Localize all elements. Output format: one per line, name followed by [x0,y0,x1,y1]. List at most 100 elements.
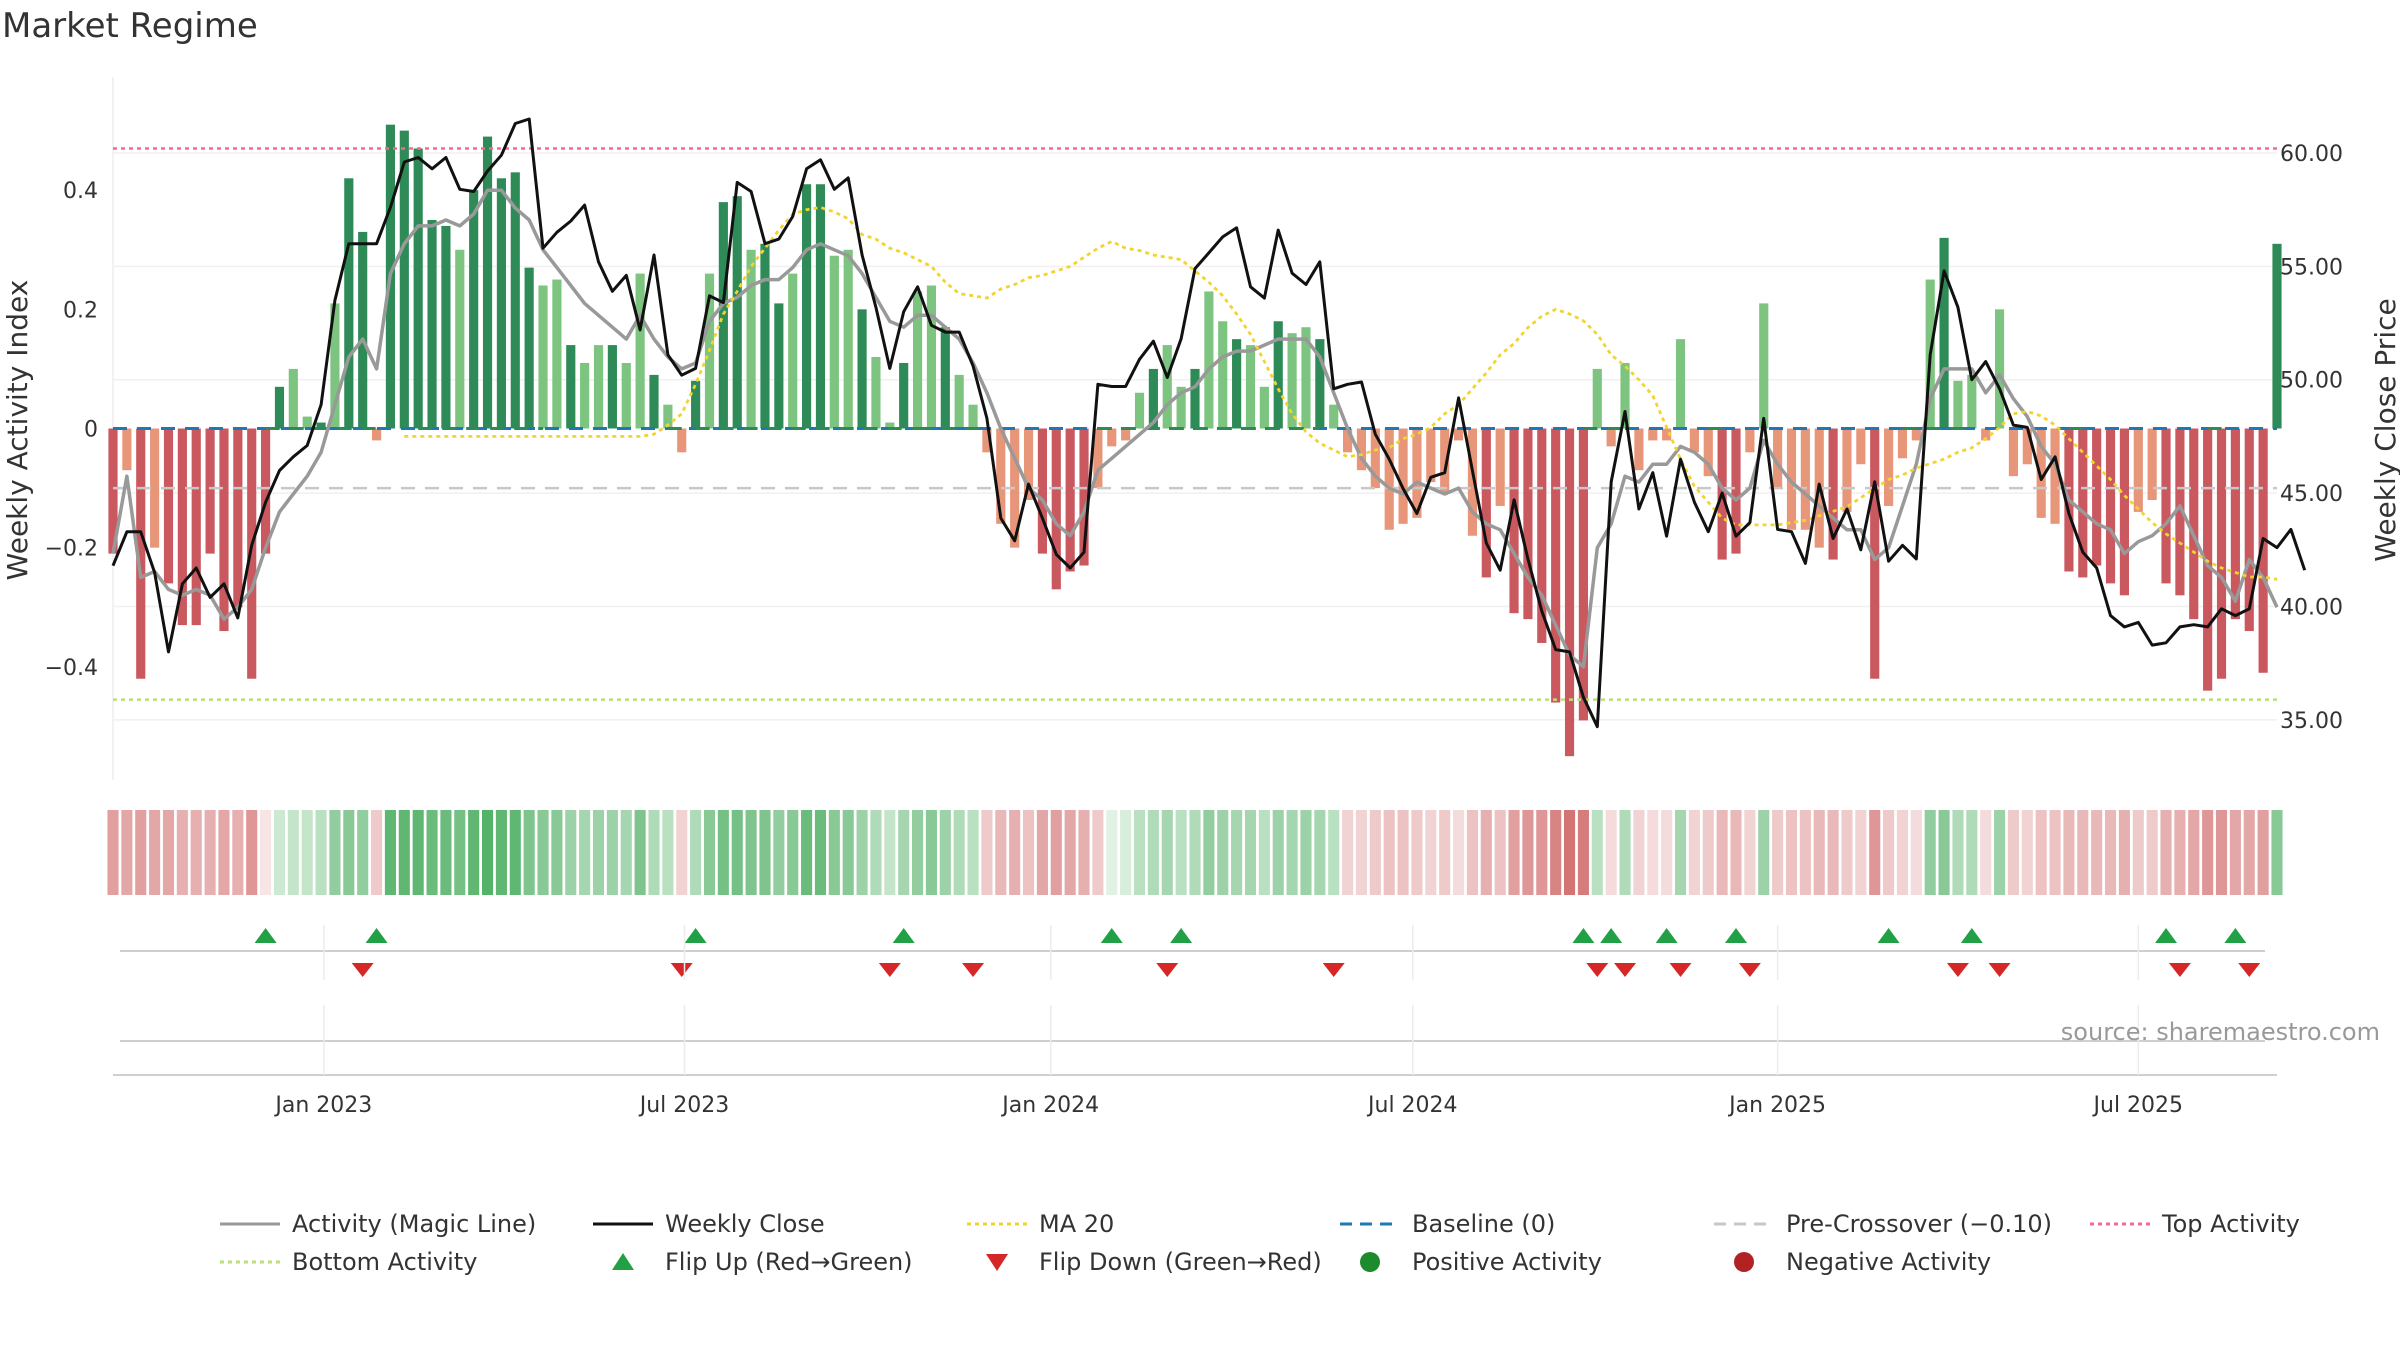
activity-bar [982,428,992,453]
y-axis-title-right: Weekly Close Price [2369,298,2400,561]
regime-strip-cell [1411,810,1423,895]
y-tick-label-left: −0.4 [45,656,98,681]
regime-strip-cell [1605,810,1617,895]
regime-strip-cell [1425,810,1437,895]
activity-bar [1273,321,1283,429]
regime-strip-cell [1147,810,1159,895]
legend-label: Weekly Close [665,1210,825,1238]
y-tick-label-right: 55.00 [2280,255,2343,280]
activity-bar [1967,374,1977,429]
regime-strip-cell [953,810,965,895]
activity-bar [829,255,839,429]
regime-strip-cell [1536,810,1548,895]
series-lines [111,117,2307,729]
activity-bar [1648,428,1658,441]
regime-strip-cell [135,810,147,895]
activity-bar [108,428,118,554]
legend-label: Bottom Activity [292,1248,477,1276]
legend: Activity (Magic Line) Weekly Close MA 20 Ba… [220,1210,2300,1276]
regime-strip-cell [190,810,202,895]
activity-bar [1911,428,1921,441]
regime-strip-cell [579,810,591,895]
legend-label: Flip Up (Red→Green) [665,1248,913,1276]
activity-bar [1800,428,1810,530]
activity-bars [108,124,2282,757]
activity-bar [1675,339,1686,429]
x-tick-label: Jul 2025 [2092,1093,2184,1118]
legend-label: Negative Activity [1786,1248,1991,1276]
legend-label: Pre-Crossover (−0.10) [1786,1210,2052,1238]
regime-strip-cell [1328,810,1340,895]
regime-strip-cell [468,810,480,895]
flip-down-marker [351,963,374,977]
activity-bar [1093,428,1103,489]
regime-strip-cell [1883,810,1895,895]
flip-up-marker [892,928,915,943]
activity-bar [2272,243,2282,429]
regime-strip-cell [606,810,618,895]
regime-strip-cell [2243,810,2255,895]
regime-strip-cell [1314,810,1326,895]
regime-strip-cell [2132,810,2144,895]
y-tick-label-left: 0 [84,418,98,443]
activity-bar [1065,428,1075,572]
regime-strip-cell [1633,810,1645,895]
activity-bar [344,178,354,429]
flip-down-marker [962,963,985,977]
regime-strip-cell [1758,810,1770,895]
regime-strip-cell [814,810,827,895]
regime-strip-cell [412,810,424,895]
activity-bar [1453,428,1464,441]
activity-bar [1245,345,1256,429]
regime-strip-cell [509,810,521,895]
regime-strip-cell [301,810,313,895]
flip-down-marker [1614,963,1637,977]
activity-bar [1356,428,1367,471]
activity-bar [1994,309,2005,429]
legend-label: Baseline (0) [1412,1210,1555,1238]
regime-strip-cell [2202,810,2214,895]
flip-up-marker [1960,928,1983,943]
activity-bar [233,428,243,608]
regime-strip-cell [246,810,258,895]
regime-strip-cell [690,810,702,895]
legend-swatch [612,1253,634,1270]
activity-bar [1079,428,1089,566]
activity-bar [1523,428,1533,620]
regime-strip-cell [107,810,119,895]
regime-strip-cell [898,810,910,895]
regime-strip-cell [218,810,230,895]
y-axis-title-left: Weekly Activity Index [1,280,34,581]
regime-strip-cell [620,810,632,895]
activity-bar [760,243,770,429]
activity-bar [302,416,312,429]
regime-strip-cell [731,810,743,895]
regime-strip-cell [2160,810,2172,895]
regime-strip-cell [398,810,410,895]
flip-down-marker [2238,963,2261,977]
legend-swatch [1734,1252,1754,1272]
activity-bar [607,345,617,429]
activity-bar [1509,428,1519,614]
activity-bar [399,130,409,429]
flip-down-marker [670,963,693,977]
activity-bar [857,309,867,429]
activity-bar [1121,428,1131,441]
activity-bar [774,303,784,429]
activity-bar [371,428,382,441]
regime-strip-cell [384,810,396,895]
activity-bar [150,428,160,548]
activity-bar [136,428,146,679]
activity-bar [1329,404,1339,429]
activity-bar [1551,428,1561,703]
regime-strip-cell [1647,810,1659,895]
regime-strip-cell [1494,810,1506,895]
regime-strip-cell [1133,810,1146,895]
flip-up-marker [2224,928,2247,943]
regime-strip-cell [1702,810,1714,895]
regime-strip-cell [287,810,299,895]
regime-strip-cell [2215,810,2228,895]
regime-strip-cell [1966,810,1978,895]
activity-bar [2105,428,2116,584]
activity-bar [1037,428,1047,554]
